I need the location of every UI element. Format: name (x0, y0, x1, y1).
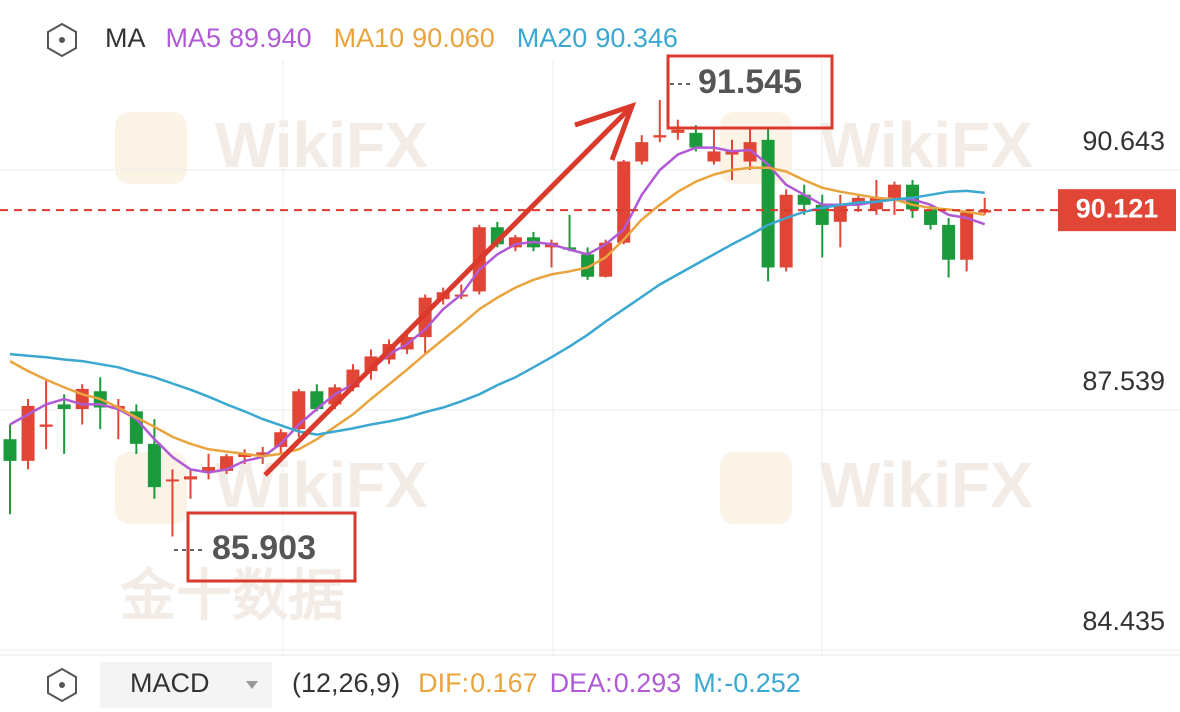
low-box (186, 511, 357, 583)
watermark-logo (115, 452, 187, 524)
candle-body (887, 184, 901, 198)
watermark-text: WikiFX (820, 449, 1033, 521)
ma-line (9, 166, 985, 458)
candle-body (581, 254, 595, 277)
watermark-text: WikiFX (215, 109, 428, 181)
plot: 90.643 87.539 84.435 90.121 (0, 99, 1180, 651)
settings-dot (59, 682, 65, 688)
candle-body (779, 194, 793, 268)
trend-arrow (263, 106, 632, 477)
macd-value: 0.167 (470, 668, 538, 698)
candle-body (635, 142, 649, 162)
settings-icon[interactable] (47, 667, 77, 703)
low-label: 85.903 (212, 529, 316, 567)
indicator-name: MA (105, 23, 146, 53)
candle-body (960, 212, 974, 260)
legend: MA MA5 89.940 MA10 90.060 MA20 90.346 (47, 22, 678, 58)
watermark-text: 金十数据 (119, 564, 344, 627)
candle-body (256, 452, 270, 456)
candle-body (147, 443, 161, 488)
candle-body (165, 479, 179, 482)
legend-name: MA20 (517, 23, 588, 53)
current-price-tag (1058, 189, 1176, 232)
candle-body (833, 204, 847, 222)
watermark-logo (115, 112, 187, 184)
candle-body (238, 453, 252, 457)
candle-body (310, 391, 324, 410)
candle-body (689, 132, 703, 148)
candle-body (39, 424, 53, 427)
macd-value: 0.293 (614, 668, 682, 698)
candle-body (978, 210, 992, 213)
candle-body (21, 405, 35, 461)
candle-body (761, 139, 775, 268)
dropdown-caret (246, 681, 258, 689)
legend-value: 89.940 (229, 23, 312, 53)
macd-label: DIF: (418, 668, 469, 698)
candle-body (508, 237, 522, 248)
y-tick-label: 87.539 (1082, 366, 1165, 396)
ma-line (9, 189, 985, 436)
y-tick-label: 90.643 (1082, 126, 1165, 156)
high-box (666, 54, 834, 130)
settings-icon[interactable] (47, 22, 77, 58)
candle-body (743, 142, 757, 162)
candle-body (707, 151, 721, 162)
legend-value: 90.346 (595, 23, 678, 53)
candle-body (942, 224, 956, 260)
legend-name: MA5 (166, 23, 222, 53)
macd-label: DEA: (550, 668, 613, 698)
candle-body (671, 129, 685, 133)
candle-body (292, 391, 306, 430)
candle-body (924, 209, 938, 225)
macd-name: MACD (130, 668, 210, 698)
ma-line (9, 146, 986, 474)
candle-body (202, 467, 216, 471)
candle-body (599, 242, 613, 277)
candle-body (57, 404, 71, 410)
candle-body (274, 432, 288, 447)
macd-dropdown[interactable] (100, 662, 272, 708)
legend-name: MA10 (334, 23, 405, 53)
watermark-logo (720, 452, 792, 524)
y-tick-label: 84.435 (1082, 606, 1165, 636)
settings-dot (59, 37, 65, 43)
candle-body (653, 135, 667, 138)
high-label: 91.545 (698, 63, 802, 101)
annotations: 91.545 85.903 (174, 54, 834, 583)
candle-body (184, 476, 197, 480)
candle-body (797, 194, 811, 205)
candle-body (869, 197, 883, 210)
macd-value: -0.252 (724, 668, 801, 698)
watermark-text: WikiFX (820, 109, 1033, 181)
macd-label: M: (693, 668, 723, 698)
legend-value: 90.060 (412, 23, 495, 53)
current-price-label: 90.121 (1076, 193, 1159, 223)
candle-body (3, 439, 17, 461)
macd-params: (12,26,9) (292, 668, 400, 698)
arrow-head (574, 101, 637, 161)
macd-row: MACD (12,26,9) DIF: 0.167 DEA: 0.293 M: -0.252 (0, 654, 1180, 708)
